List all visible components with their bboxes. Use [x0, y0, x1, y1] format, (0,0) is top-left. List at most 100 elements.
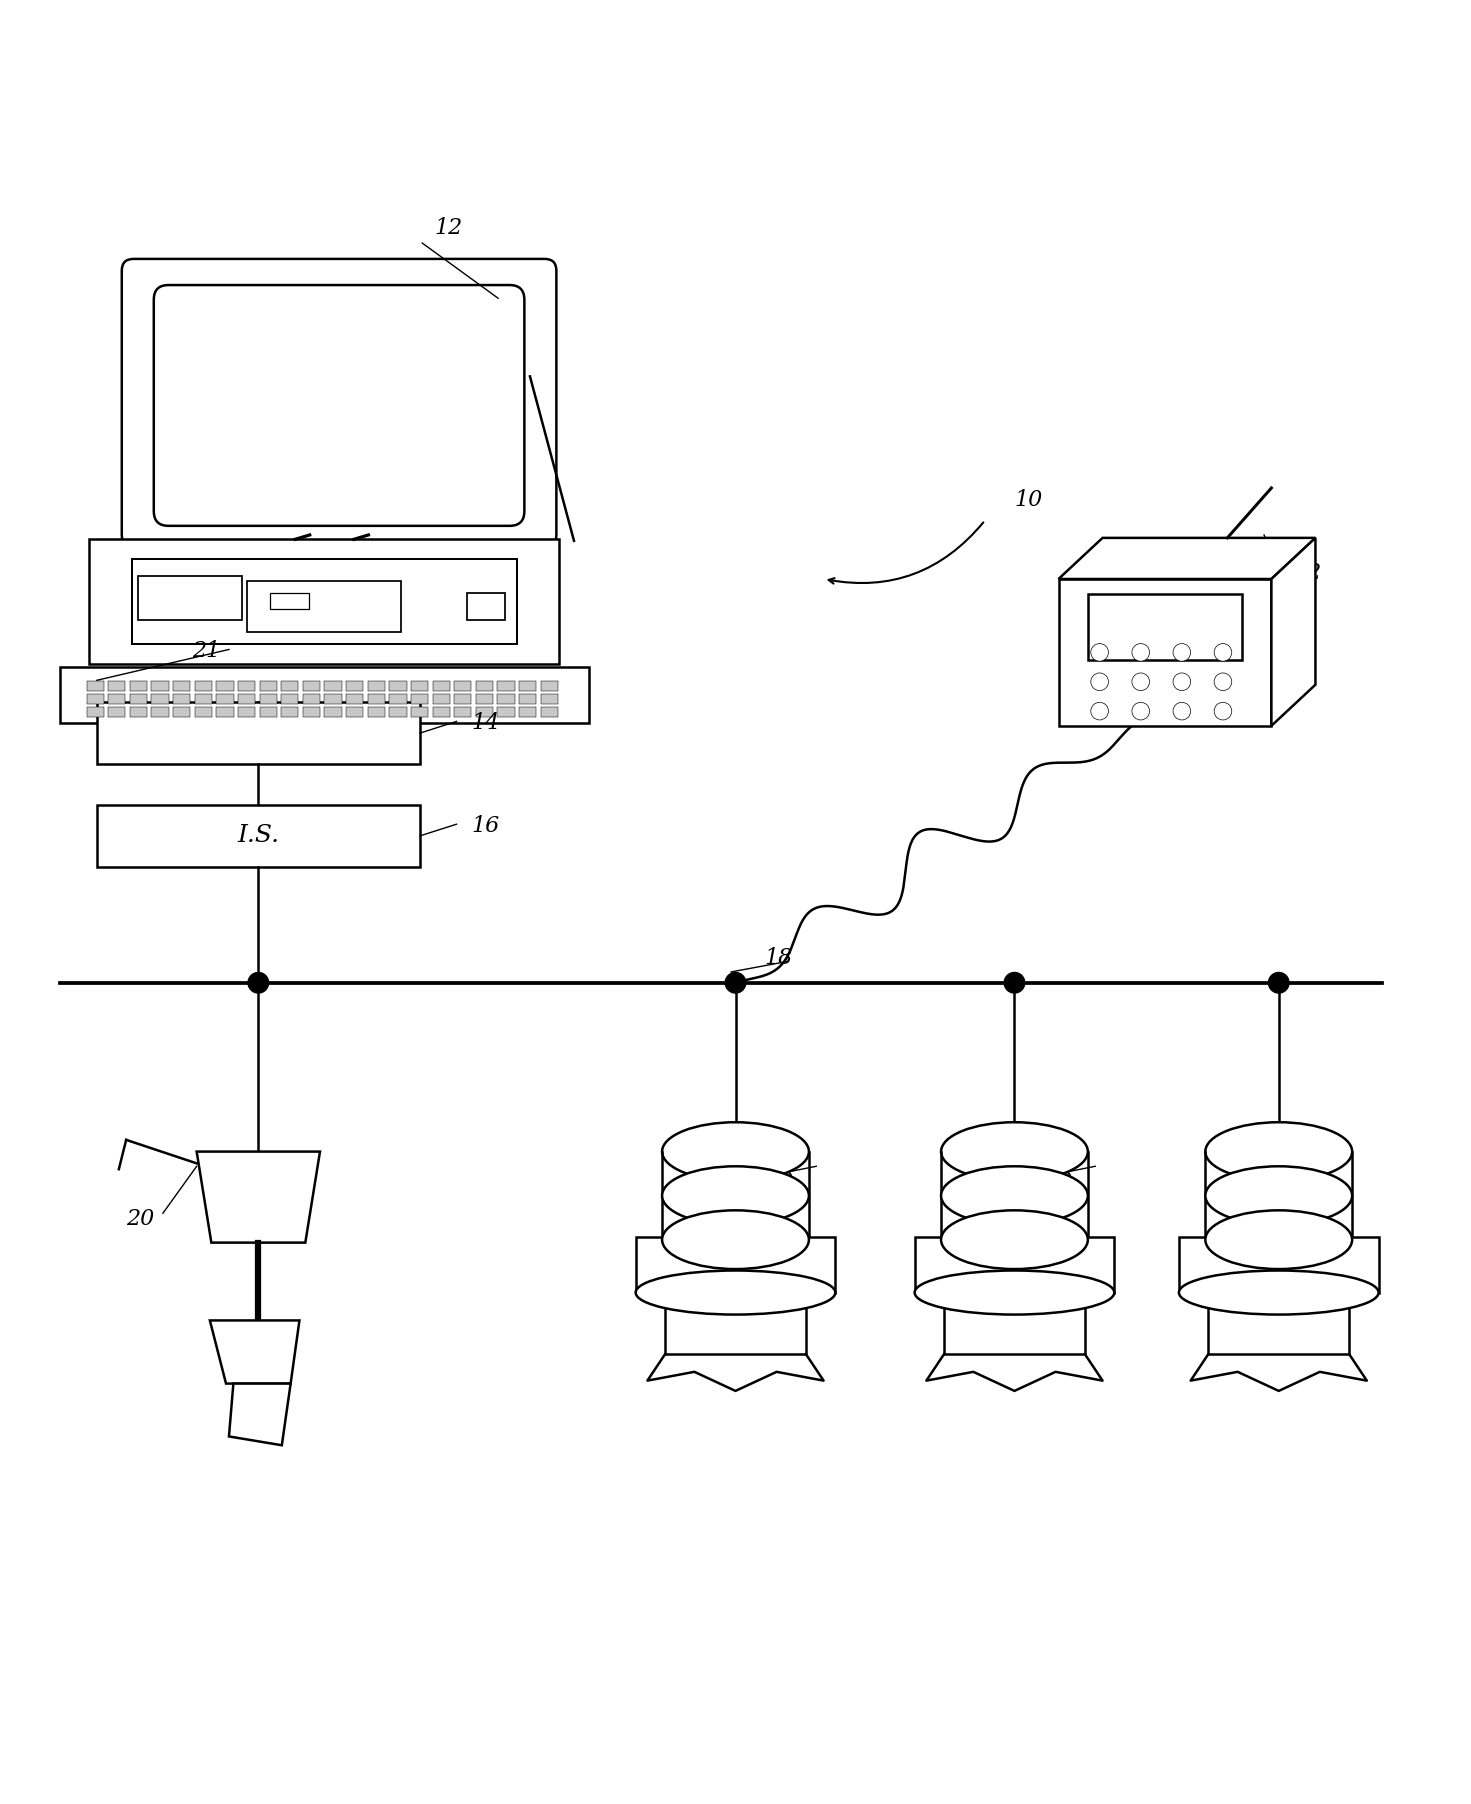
Bar: [519, 693, 537, 704]
Bar: [466, 594, 506, 621]
Bar: [541, 680, 558, 691]
Bar: [635, 1238, 836, 1292]
Bar: [194, 707, 212, 718]
Bar: [238, 680, 254, 691]
Bar: [368, 707, 385, 718]
Bar: [129, 693, 147, 704]
Bar: [259, 680, 277, 691]
Bar: [368, 693, 385, 704]
Circle shape: [1091, 673, 1109, 691]
Text: 21: 21: [193, 640, 221, 662]
Bar: [216, 680, 234, 691]
Ellipse shape: [662, 1122, 809, 1182]
Bar: [152, 680, 169, 691]
Bar: [138, 575, 241, 621]
FancyBboxPatch shape: [122, 260, 556, 547]
Polygon shape: [1271, 538, 1315, 725]
Bar: [281, 693, 299, 704]
Bar: [247, 581, 402, 631]
Bar: [90, 539, 559, 664]
Bar: [174, 693, 190, 704]
Bar: [497, 707, 515, 718]
Bar: [132, 559, 516, 644]
Ellipse shape: [941, 1210, 1089, 1268]
Bar: [271, 594, 309, 610]
Bar: [346, 707, 363, 718]
Text: 20: 20: [1044, 1171, 1072, 1192]
Bar: [390, 680, 406, 691]
Bar: [109, 707, 125, 718]
Bar: [97, 702, 419, 763]
Bar: [238, 693, 254, 704]
Circle shape: [249, 972, 269, 992]
Polygon shape: [210, 1321, 300, 1384]
Circle shape: [1214, 644, 1231, 662]
Circle shape: [1214, 673, 1231, 691]
Bar: [475, 707, 493, 718]
Circle shape: [725, 972, 746, 992]
Polygon shape: [229, 1384, 291, 1445]
Circle shape: [1005, 972, 1025, 992]
Circle shape: [1268, 972, 1289, 992]
Ellipse shape: [941, 1122, 1089, 1182]
Bar: [455, 680, 471, 691]
Bar: [129, 707, 147, 718]
Bar: [129, 680, 147, 691]
Polygon shape: [1059, 538, 1315, 579]
Bar: [194, 693, 212, 704]
Bar: [346, 680, 363, 691]
Circle shape: [1131, 673, 1149, 691]
Bar: [281, 680, 299, 691]
Bar: [432, 707, 450, 718]
Bar: [432, 693, 450, 704]
Circle shape: [1172, 702, 1190, 720]
Text: 20: 20: [765, 1171, 793, 1192]
Bar: [174, 680, 190, 691]
Bar: [944, 1290, 1086, 1355]
Text: 12: 12: [434, 216, 463, 238]
Text: 18: 18: [765, 947, 793, 969]
Bar: [368, 680, 385, 691]
Bar: [346, 693, 363, 704]
Bar: [410, 693, 428, 704]
Text: 16: 16: [471, 815, 500, 837]
Circle shape: [1091, 644, 1109, 662]
Text: I.S.: I.S.: [237, 824, 279, 848]
Ellipse shape: [1205, 1210, 1352, 1268]
Ellipse shape: [662, 1165, 809, 1225]
Circle shape: [1091, 702, 1109, 720]
Bar: [665, 1290, 806, 1355]
Bar: [152, 693, 169, 704]
Ellipse shape: [1178, 1270, 1378, 1315]
Bar: [87, 693, 104, 704]
Bar: [303, 693, 321, 704]
Circle shape: [1172, 644, 1190, 662]
Bar: [519, 680, 537, 691]
Bar: [174, 707, 190, 718]
Bar: [1178, 1238, 1378, 1292]
Bar: [259, 693, 277, 704]
Circle shape: [1172, 673, 1190, 691]
Bar: [915, 1238, 1115, 1292]
Ellipse shape: [915, 1270, 1115, 1315]
Circle shape: [1131, 644, 1149, 662]
Bar: [325, 707, 341, 718]
Bar: [216, 707, 234, 718]
Bar: [390, 707, 406, 718]
Bar: [325, 693, 341, 704]
Ellipse shape: [662, 1210, 809, 1268]
Bar: [303, 707, 321, 718]
Bar: [390, 693, 406, 704]
Bar: [60, 667, 588, 723]
Bar: [259, 707, 277, 718]
Bar: [541, 707, 558, 718]
Bar: [303, 680, 321, 691]
Bar: [194, 680, 212, 691]
Text: 10: 10: [1015, 489, 1043, 511]
Bar: [109, 693, 125, 704]
Bar: [325, 680, 341, 691]
Circle shape: [1214, 702, 1231, 720]
Circle shape: [1131, 702, 1149, 720]
Bar: [87, 680, 104, 691]
Polygon shape: [197, 1151, 321, 1243]
